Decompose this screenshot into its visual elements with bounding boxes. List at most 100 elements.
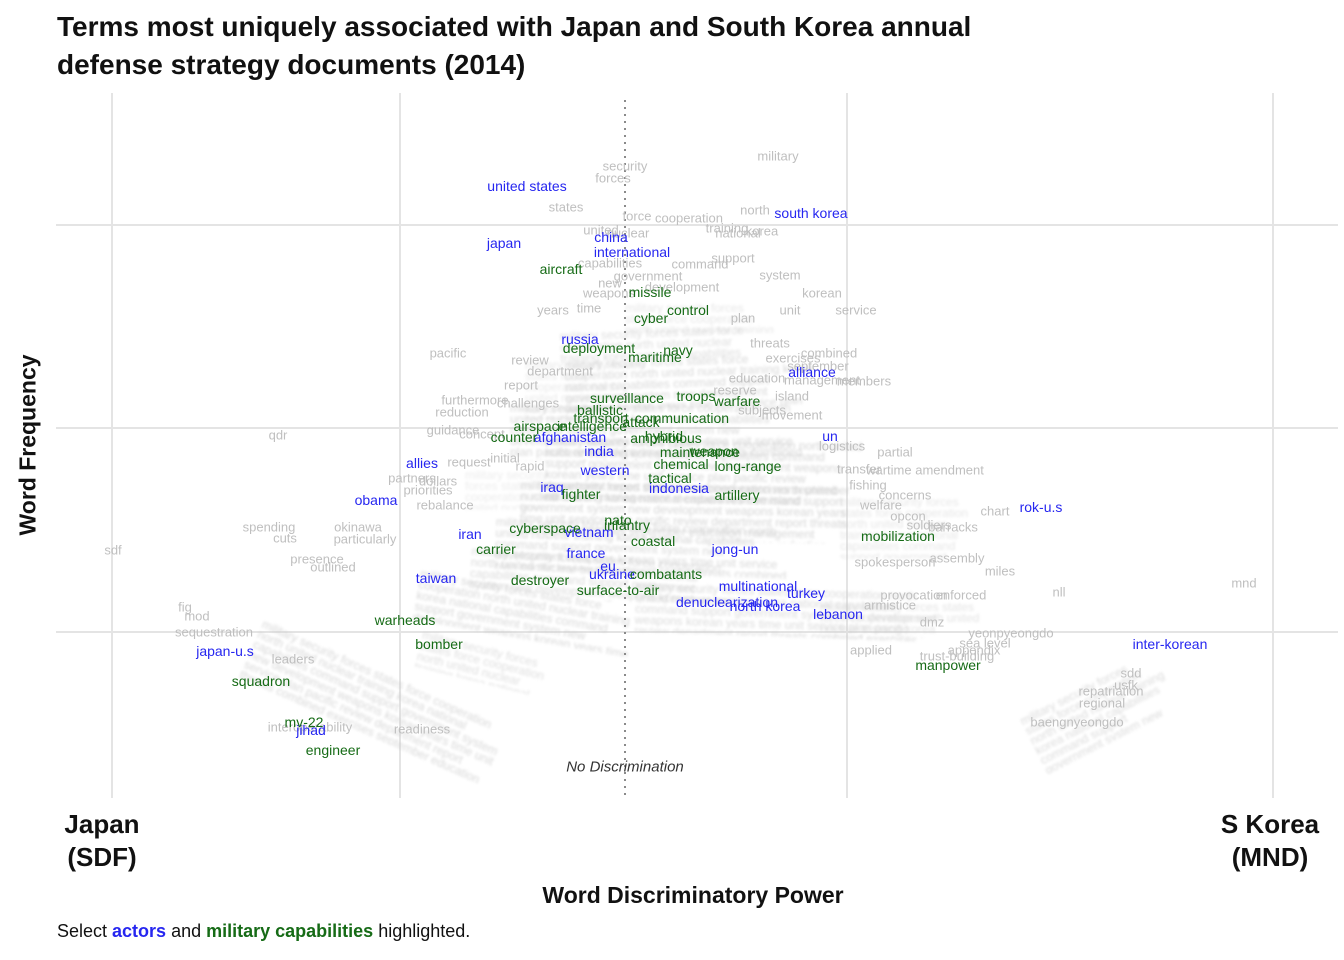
actor-word: rok-u.s bbox=[1019, 499, 1063, 515]
capability-word: warfare bbox=[713, 393, 761, 409]
caption-text-1: Select bbox=[57, 921, 113, 941]
background-word: usfk bbox=[1114, 677, 1138, 693]
gridline-vertical bbox=[846, 93, 848, 798]
capability-word: cyber bbox=[633, 310, 669, 326]
background-word: north bbox=[740, 202, 770, 218]
background-word: trust-building bbox=[919, 648, 995, 664]
background-word-cloud: military security forces states force co… bbox=[465, 470, 564, 510]
actor-word: turkey bbox=[786, 585, 826, 601]
background-word: department bbox=[527, 363, 593, 379]
gridline-vertical bbox=[399, 93, 401, 798]
actor-word: un bbox=[822, 428, 838, 444]
background-word: enforced bbox=[935, 587, 987, 603]
capability-word: combatants bbox=[629, 566, 703, 582]
background-word: capabilities bbox=[577, 255, 643, 271]
background-word: leaders bbox=[271, 651, 315, 667]
actor-word: international bbox=[593, 244, 671, 260]
background-word: furthermore bbox=[441, 392, 509, 408]
caption-actors-highlight: actors bbox=[112, 921, 167, 941]
background-word: government bbox=[613, 268, 683, 284]
background-word-cloud: military security forces states force co… bbox=[510, 403, 803, 461]
capability-word: tactical bbox=[648, 470, 692, 486]
capability-word: ballistic bbox=[577, 402, 623, 418]
actor-word: western bbox=[580, 462, 630, 478]
gridline-horizontal bbox=[56, 224, 1338, 226]
capability-word: destroyer bbox=[510, 572, 570, 588]
actor-word: japan-u.s bbox=[196, 643, 254, 659]
background-word: wartime amendment bbox=[866, 462, 984, 478]
background-word: subjects bbox=[738, 402, 786, 418]
background-word: review bbox=[511, 352, 549, 368]
background-word: time bbox=[576, 300, 602, 316]
capability-word: warheads bbox=[374, 612, 436, 628]
background-word: korean bbox=[802, 285, 842, 301]
background-word: years bbox=[537, 302, 569, 318]
actor-word: afghanistan bbox=[533, 429, 607, 445]
capability-word: attack bbox=[622, 414, 660, 430]
background-word: spokesperson bbox=[854, 554, 936, 570]
background-word: assembly bbox=[929, 550, 985, 566]
background-word: interoperability bbox=[267, 719, 353, 735]
background-word-cloud: military security forces states force co… bbox=[1018, 661, 1182, 775]
background-word: dollars bbox=[418, 473, 458, 489]
gridline-horizontal bbox=[56, 631, 1338, 633]
background-word: cooperation bbox=[655, 210, 723, 226]
background-word: plan bbox=[730, 310, 756, 326]
actor-word: china bbox=[594, 229, 628, 245]
background-word: security bbox=[602, 158, 648, 174]
background-word: reserve bbox=[713, 382, 757, 398]
actor-word: south korea bbox=[774, 205, 848, 221]
background-word: cuts bbox=[273, 530, 297, 546]
capability-word: nato bbox=[604, 512, 632, 528]
background-word: new bbox=[598, 275, 622, 291]
background-word: korea bbox=[745, 223, 779, 239]
background-word: opcon bbox=[890, 508, 926, 524]
background-word: pacific bbox=[429, 345, 467, 361]
background-word: military bbox=[757, 148, 799, 164]
background-word: appendix bbox=[947, 642, 1001, 658]
actor-word: japan bbox=[486, 235, 522, 251]
background-word: outlined bbox=[310, 559, 356, 575]
background-word: rebalance bbox=[416, 497, 474, 513]
capability-word: aircraft bbox=[539, 261, 583, 277]
background-word: movement bbox=[761, 407, 823, 423]
background-word: weapons bbox=[582, 285, 636, 301]
background-word: miles bbox=[984, 563, 1016, 579]
background-word: chart bbox=[980, 503, 1010, 519]
background-word: members bbox=[836, 373, 892, 389]
background-word: exercises bbox=[765, 350, 821, 366]
caption-text-2: and bbox=[166, 921, 207, 941]
background-word: transfer bbox=[836, 461, 882, 477]
capability-word: fighter bbox=[561, 486, 601, 502]
capability-word: intelligence bbox=[556, 418, 628, 434]
background-word: fig bbox=[178, 599, 192, 615]
x-axis-right-pole-label: S Korea (MND) bbox=[1200, 808, 1340, 874]
capability-word: cyberspace bbox=[509, 520, 581, 536]
background-word: national bbox=[715, 225, 761, 241]
gridline-vertical bbox=[1272, 93, 1274, 798]
background-word: system bbox=[759, 267, 801, 283]
background-word: forces bbox=[595, 170, 631, 186]
background-word: sea level bbox=[959, 635, 1011, 651]
background-word: provocation bbox=[880, 587, 948, 603]
background-word: development bbox=[644, 279, 720, 295]
background-word: partial bbox=[877, 444, 913, 460]
background-word: mod bbox=[184, 608, 210, 624]
background-word: united bbox=[583, 222, 619, 238]
capability-word: missile bbox=[628, 284, 672, 300]
background-word: spending bbox=[242, 519, 296, 535]
capability-word: hybrid bbox=[644, 428, 684, 444]
background-word-cloud: military security forces states force co… bbox=[840, 497, 969, 559]
capability-word: mv-22 bbox=[284, 714, 324, 730]
caption-text-3: highlighted. bbox=[373, 921, 471, 941]
figure-caption: Select actors and military capabilities … bbox=[57, 921, 470, 942]
background-word: service bbox=[835, 302, 877, 318]
background-word: soldiers bbox=[906, 517, 952, 533]
figure-title-line1: Terms most uniquely associated with Japa… bbox=[57, 11, 972, 42]
background-word: island bbox=[775, 388, 809, 404]
right-pole-line1: S Korea bbox=[1220, 809, 1320, 839]
capability-word: artillery bbox=[714, 487, 760, 503]
background-word: initial bbox=[490, 450, 520, 466]
actor-word: vietnam bbox=[564, 524, 614, 540]
capability-word: amphibious bbox=[630, 430, 702, 446]
